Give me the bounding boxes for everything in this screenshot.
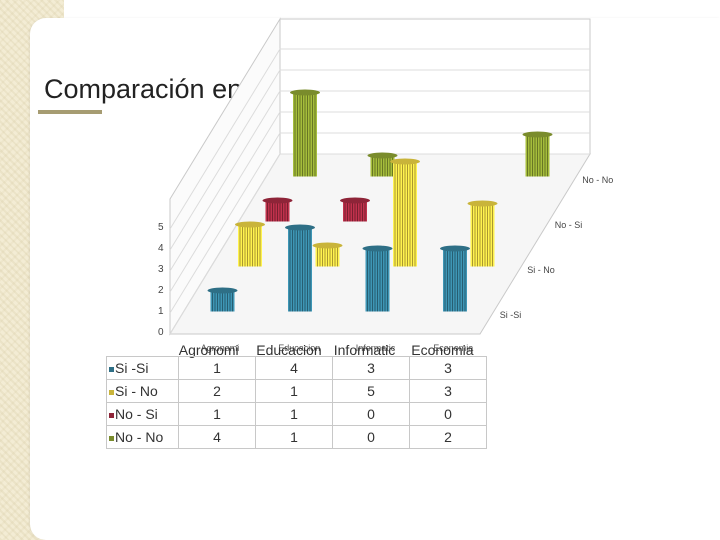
- category-label: Informatic: [333, 342, 396, 358]
- gridline: [169, 111, 590, 293]
- small-category-label: Economia: [433, 343, 474, 353]
- bar: [440, 245, 470, 312]
- table-cell: 4: [255, 356, 333, 380]
- table-cell: 4: [178, 425, 256, 449]
- series-name: Si - No: [115, 383, 158, 399]
- table-row: Si - No 2 1 5 3: [106, 379, 487, 403]
- y-tick-label: 4: [158, 243, 164, 254]
- title-underline: [38, 110, 102, 114]
- depth-label: No - Si: [554, 219, 583, 230]
- bar: [340, 197, 370, 222]
- series-key: No - No: [106, 425, 179, 449]
- small-category-label: Informatic: [355, 343, 396, 353]
- depth-label: Si - No: [527, 264, 555, 275]
- gridline: [169, 132, 590, 314]
- bar: [362, 245, 393, 312]
- table-cell: 0: [409, 402, 487, 426]
- table-cell: 3: [409, 379, 487, 403]
- depth-label: Si -Si: [499, 309, 522, 320]
- series-key: Si - No: [106, 379, 179, 403]
- data-table: Si -Si 1 4 3 3 Si - No 2 1 5 3 No - Si 1 1 0 0 No - No 4…: [106, 356, 487, 449]
- bar: [390, 158, 420, 267]
- legend-swatch: [109, 389, 114, 395]
- bar: [285, 224, 315, 312]
- gridline: [169, 48, 590, 230]
- bar: [207, 287, 238, 312]
- table-cell: 2: [178, 379, 256, 403]
- table-cell: 2: [409, 425, 487, 449]
- bar: [522, 131, 553, 177]
- table-cell: 1: [178, 402, 256, 426]
- table-cell: 5: [332, 379, 410, 403]
- legend-swatch: [109, 412, 114, 418]
- small-category-label: Agronomi: [200, 343, 240, 353]
- bar: [467, 200, 498, 267]
- table-cell: 1: [178, 356, 256, 380]
- legend-swatch: [109, 366, 114, 372]
- table-row: No - No 4 1 0 2: [106, 425, 487, 449]
- gridline: [169, 69, 590, 251]
- bar: [312, 242, 343, 267]
- bar: [235, 221, 265, 267]
- category-label: Educacion: [256, 342, 322, 358]
- category-label: Agronomi: [178, 342, 239, 358]
- series-key: No - Si: [106, 402, 179, 426]
- series-name: No - No: [115, 429, 164, 445]
- table-cell: 1: [255, 379, 333, 403]
- table-cell: 3: [409, 356, 487, 380]
- series-name: Si -Si: [115, 360, 149, 376]
- y-tick-label: 1: [158, 306, 164, 317]
- depth-label: No - No: [582, 174, 614, 185]
- bar: [290, 89, 320, 177]
- category-label: Economia: [411, 342, 474, 358]
- table-cell: 1: [255, 402, 333, 426]
- gridline: [169, 90, 590, 272]
- y-tick-label: 3: [158, 264, 164, 275]
- y-tick-label: 0: [158, 327, 164, 338]
- series-name: No - Si: [115, 406, 158, 422]
- table-cell: 0: [332, 402, 410, 426]
- gridline: [169, 153, 590, 335]
- bar: [262, 197, 293, 222]
- table-row: Si -Si 1 4 3 3: [106, 356, 487, 380]
- small-category-label: Educacion: [278, 343, 321, 353]
- table-row: No - Si 1 1 0 0: [106, 402, 487, 426]
- table-cell: 0: [332, 425, 410, 449]
- legend-swatch: [109, 435, 114, 441]
- bar: [367, 152, 398, 177]
- y-tick-label: 2: [158, 285, 164, 296]
- series-key: Si -Si: [106, 356, 179, 380]
- y-tick-label: 5: [158, 222, 164, 233]
- table-cell: 3: [332, 356, 410, 380]
- table-cell: 1: [255, 425, 333, 449]
